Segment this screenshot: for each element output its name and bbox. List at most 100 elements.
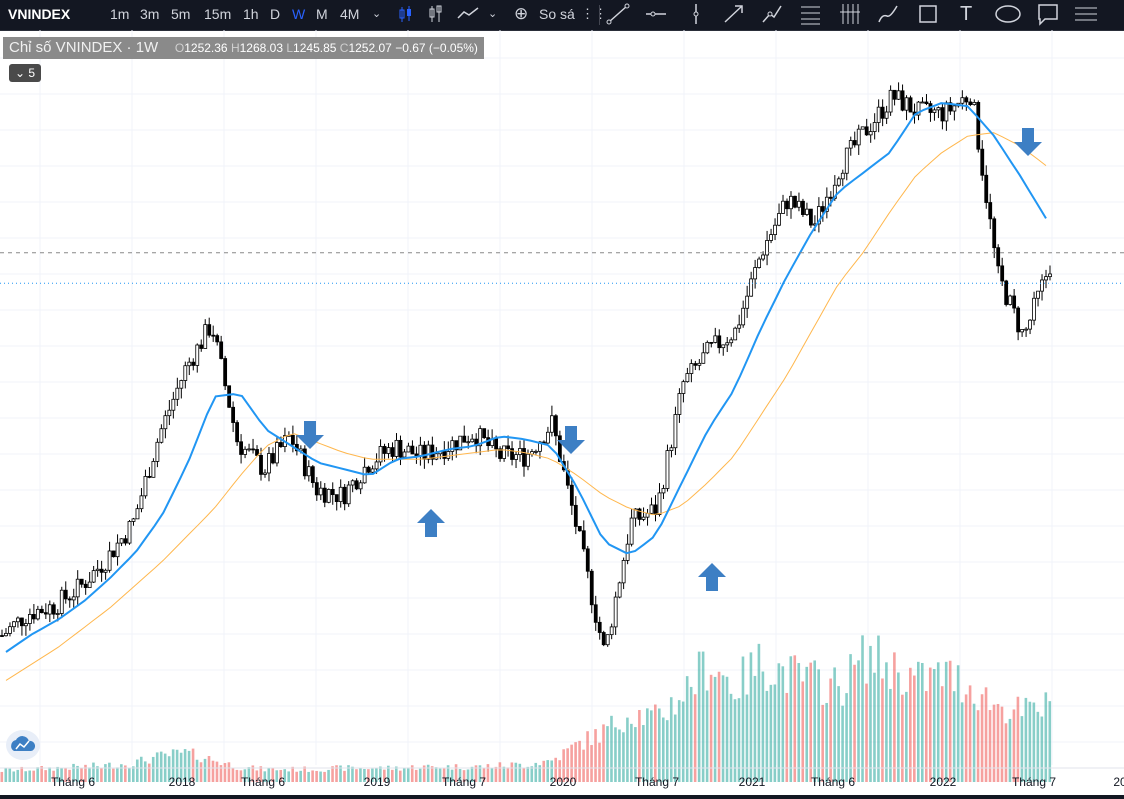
volume-bar — [466, 769, 470, 782]
arrow-line-icon[interactable] — [722, 0, 746, 30]
volume-bar — [650, 710, 653, 782]
candle-body — [47, 604, 52, 615]
indicators-collapse-button[interactable]: ⌄ 5 — [9, 64, 41, 82]
volume-bar — [761, 671, 765, 782]
candle-body — [693, 363, 698, 366]
volume-bar — [375, 767, 378, 782]
candle-body — [621, 560, 626, 584]
candle-body — [968, 101, 973, 106]
x-tick-label: Tháng 6 — [51, 775, 95, 789]
candle-body — [79, 578, 84, 585]
volume-bar — [450, 769, 454, 782]
candle-body — [482, 428, 487, 439]
candle-body — [657, 492, 662, 515]
ellipse-icon[interactable] — [994, 0, 1022, 30]
trend-line-icon[interactable] — [606, 0, 630, 30]
candle-body — [99, 568, 104, 573]
volume-bar — [689, 686, 693, 782]
volume-bar — [976, 710, 980, 782]
horizontal-line-icon[interactable] — [644, 0, 668, 30]
volume-bar — [813, 660, 816, 782]
volume-bar — [797, 663, 801, 782]
candle-body — [151, 461, 156, 478]
volume-bar — [124, 765, 127, 782]
interval-d[interactable]: D — [270, 6, 281, 22]
symbol-label[interactable]: VNINDEX — [8, 6, 71, 22]
candle-body — [605, 634, 610, 646]
volume-bar — [550, 760, 554, 782]
candle-body — [1016, 307, 1021, 333]
volume-bar — [960, 702, 964, 782]
volume-bar — [693, 694, 697, 782]
candle-body — [1032, 297, 1036, 321]
candle-body — [191, 361, 196, 366]
candle-body — [498, 448, 502, 459]
candle-body — [944, 102, 949, 122]
candle-body — [932, 109, 937, 113]
volume-bar — [877, 635, 880, 782]
bottom-strip — [0, 795, 1124, 799]
volume-bar — [112, 768, 115, 782]
vertical-line-icon[interactable] — [684, 0, 708, 30]
drag-handle-icon[interactable]: ⋮⋮ — [581, 6, 607, 21]
volume-bar — [1008, 718, 1012, 782]
candle-body — [948, 102, 953, 112]
candle-body — [920, 101, 925, 104]
brush-icon[interactable] — [876, 0, 900, 30]
volume-bar — [239, 770, 243, 782]
volume-bar — [829, 678, 832, 782]
volume-bar — [486, 764, 490, 782]
volume-bar — [263, 771, 267, 782]
text-icon[interactable]: T — [960, 3, 973, 25]
candles-icon[interactable] — [398, 0, 414, 30]
interval-4m[interactable]: 4M — [340, 6, 360, 22]
volume-bar — [924, 691, 928, 782]
interval-3m[interactable]: 3m — [140, 6, 160, 22]
candle-body — [450, 440, 455, 452]
candle-body — [980, 148, 985, 176]
interval-15m[interactable]: 15m — [204, 6, 232, 22]
compare-label[interactable]: So sá — [539, 6, 575, 22]
path-icon[interactable] — [760, 0, 784, 30]
price-chart[interactable]: Tháng 6 2018 Tháng 6 2019 Tháng 7 2020 Tháng 7… — [0, 30, 1124, 795]
candle-body — [745, 295, 750, 309]
volume-bar — [944, 661, 948, 782]
interval-m[interactable]: M — [316, 6, 328, 22]
volume-bar — [677, 700, 681, 782]
volume-bar — [394, 766, 398, 782]
interval-w[interactable]: W — [292, 6, 306, 22]
series-legend: Chỉ số VNINDEX · 1W O1252.36 H1268.03 L1… — [3, 37, 484, 59]
bars-icon[interactable] — [428, 0, 444, 30]
volume-bar — [319, 771, 322, 782]
legend-low-key: L — [286, 41, 294, 55]
volume-bar — [371, 768, 374, 782]
candle-body — [370, 468, 375, 473]
interval-1m[interactable]: 1m — [110, 6, 130, 22]
rectangle-icon[interactable] — [916, 0, 940, 30]
callout-icon[interactable] — [1036, 0, 1060, 30]
gann-icon[interactable] — [838, 0, 862, 30]
candle-body — [916, 101, 921, 116]
interval-5m[interactable]: 5m — [171, 6, 191, 22]
compare-plus-icon[interactable]: ⊕ — [514, 4, 529, 23]
more-tools-icon[interactable] — [1072, 0, 1100, 30]
candle-body — [737, 324, 742, 329]
candle-body — [510, 448, 514, 460]
volume-bar — [626, 717, 629, 782]
candle-body — [900, 90, 905, 111]
candle-body — [410, 445, 415, 455]
fib-icon[interactable] — [798, 0, 822, 30]
volume-bar — [964, 694, 968, 782]
volume-bar — [474, 765, 478, 782]
volume-bar — [948, 660, 952, 782]
interval-1h[interactable]: 1h — [243, 6, 259, 22]
volume-bar — [108, 762, 111, 782]
chevron-down-icon[interactable]: ⌄ — [488, 8, 498, 20]
volume-bar — [833, 667, 836, 782]
candle-body — [39, 608, 44, 614]
line-style-icon[interactable] — [456, 0, 480, 30]
volume-bar — [685, 676, 689, 782]
candle-body — [279, 442, 283, 448]
chevron-down-icon[interactable]: ⌄ — [372, 8, 382, 20]
volume-bar — [422, 765, 426, 782]
